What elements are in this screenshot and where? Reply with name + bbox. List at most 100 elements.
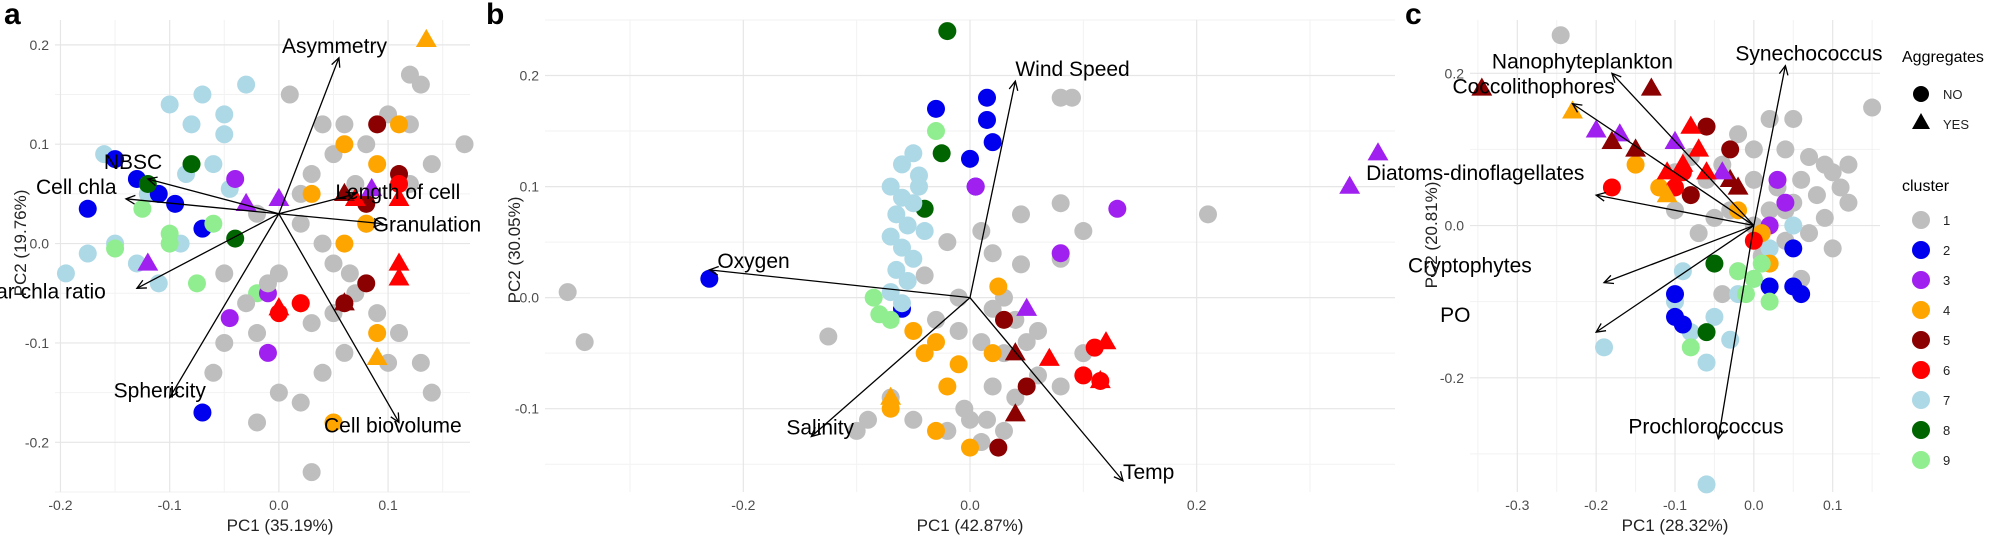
panel-a-point-cluster-4-yes <box>415 28 437 48</box>
panel-a-point-cluster-1-no <box>455 135 474 154</box>
panel-b-vector-label-temp: Temp <box>1123 461 1174 484</box>
panel-a-point-cluster-3-yes <box>137 252 159 271</box>
panel-c-point-cluster-5-yes <box>1640 77 1662 96</box>
panel-letter-b: b <box>486 0 504 31</box>
panel-b-point-cluster-7-no <box>893 294 911 313</box>
panel-c-point-cluster-7-no <box>1595 338 1614 357</box>
panel-c-vector-label-coccolithophores: Coccolithophores <box>1453 76 1615 99</box>
panel-b-x-tick-label: -0.2 <box>731 497 755 513</box>
legend-aggregates-no: NO <box>1943 87 1963 102</box>
panel-b-point-cluster-5-no <box>1017 377 1036 396</box>
panel-b-point-cluster-6-yes <box>1095 331 1117 350</box>
panel-a-point-cluster-7-no <box>193 85 212 104</box>
legend-cluster-list: 1 2 3 4 5 6 7 8 9 <box>1912 211 1950 469</box>
panel-a-y-tick-label: 0.2 <box>30 37 50 53</box>
panel-a-vector-label-cell-biovolume: Cell biovolume <box>324 414 462 437</box>
panel-c-point-cluster-1-no <box>1689 224 1708 243</box>
panel-a-point-cluster-1-no <box>248 413 267 432</box>
panel-c-point-cluster-9-no <box>1752 254 1771 273</box>
panel-a-point-cluster-1-no <box>422 383 441 402</box>
panel-b-point-cluster-4-no <box>915 344 934 363</box>
panel-b-point-cluster-1-no <box>955 399 974 418</box>
panel-b-point-cluster-1-no <box>558 283 577 302</box>
panel-b-point-cluster-1-no <box>972 333 991 352</box>
panel-a-vector-arrowhead-cell-chla <box>124 194 136 205</box>
panel-c-vector-label-nanophyteplankton: Nanophyteplankton <box>1492 50 1673 73</box>
panel-a-point-cluster-7-no <box>215 125 234 144</box>
panel-b-point-cluster-5-no <box>989 438 1008 457</box>
panel-c-loadings: Synechococcus Nanophyteplankton Coccolitho… <box>1366 43 1882 441</box>
panel-a-point-cluster-8-no <box>182 155 201 174</box>
panel-b-vector-label-salinity: Salinity <box>786 416 854 439</box>
panel-a-point-cluster-1-no <box>215 264 234 283</box>
panel-a-point-cluster-7-no <box>56 264 75 283</box>
panel-c-point-cluster-1-no <box>1800 148 1819 167</box>
panel-c-y-tick-label: 0.2 <box>1445 65 1465 81</box>
panel-b-vector-label-wind-speed: Wind Speed <box>1015 58 1129 81</box>
panel-b-point-cluster-8-no <box>932 144 951 163</box>
panel-c-point-cluster-3-yes <box>1664 130 1686 149</box>
panel-c-point-cluster-6-yes <box>1696 161 1717 180</box>
panel-c-vector-diatoms-dinoflagellates <box>1596 194 1754 227</box>
panel-c-point-cluster-5-yes <box>1727 176 1749 195</box>
panel-c-point-cluster-6-yes <box>1672 153 1694 172</box>
panel-b-point-cluster-7-no <box>887 205 906 224</box>
panel-b-point-cluster-6-yes <box>1089 369 1111 389</box>
panel-a-point-cluster-1-no <box>291 214 310 233</box>
panel-a-point-cluster-1-no <box>215 333 234 352</box>
panel-b-point-cluster-3-no <box>1108 199 1127 218</box>
panel-a-point-cluster-4-no <box>357 214 376 233</box>
panel-a-point-cluster-7-no <box>78 244 97 263</box>
panel-a-x-tick-label: -0.2 <box>48 497 72 513</box>
panel-c-point-cluster-1-no <box>1784 109 1803 128</box>
panel-a-vector-arrowhead-granulation <box>373 217 385 228</box>
panel-b-point-cluster-4-no <box>938 377 957 396</box>
panel-a-point-cluster-1-no <box>357 135 376 154</box>
panel-c-vector-label-prochlorococcus: Prochlorococcus <box>1628 416 1783 439</box>
panel-c-point-cluster-1-no <box>1776 140 1795 159</box>
legend-aggregates-yes: YES <box>1943 117 1969 132</box>
panel-b-point-cluster-1-no <box>983 299 1002 318</box>
panel-b-vector-arrowhead-temp <box>1113 471 1124 483</box>
panel-b-point-cluster-7-no <box>881 177 900 196</box>
panel-c-ticks: -0.3 -0.2 -0.1 0.0 0.1 -0.2 0.0 0.2 <box>1440 65 1843 513</box>
panel-b-point-cluster-4-no <box>927 421 945 440</box>
legend-cluster-title: cluster <box>1902 178 1950 195</box>
panel-a-vector-cell-biovolume <box>278 213 400 423</box>
panel-a-point-cluster-1-no <box>335 115 354 134</box>
panel-c-vector-arrowhead-po <box>1594 323 1607 333</box>
panel-a-vector-arrowhead-nbsc <box>146 176 158 186</box>
panel-b-point-cluster-3-yes <box>1367 142 1389 161</box>
panel-c-point-cluster-7-no <box>1705 307 1724 326</box>
panel-c-y-axis-title: PC2 (20.81%) <box>1422 182 1441 289</box>
panel-a-point-cluster-3-no <box>226 169 245 188</box>
panel-b-point-cluster-9-no <box>881 310 900 329</box>
panel-a-vector-label-asymmetry: Asymmetry <box>282 35 388 58</box>
panel-c-vector-cryptophytes <box>1603 224 1755 284</box>
panel-b-point-cluster-7-no <box>898 216 917 235</box>
panel-b-point-cluster-1-no <box>949 288 968 307</box>
panel-a-x-tick-label: 0.0 <box>269 497 289 513</box>
panel-b-point-cluster-1-no <box>1074 222 1093 241</box>
panel-b-point-cluster-4-no <box>949 355 968 374</box>
panel-a-point-cluster-1-no <box>313 234 332 253</box>
panel-b-point-cluster-6-no <box>1074 366 1093 385</box>
legend-cluster-6-label: 6 <box>1943 363 1950 378</box>
panel-b-point-cluster-1-no <box>1029 321 1047 340</box>
panel-b-ticks: -0.2 0.0 0.2 -0.1 0.0 0.1 0.2 <box>515 68 1207 513</box>
panel-a-vector-arrowhead-asymmetry <box>331 56 341 68</box>
panel-b-point-cluster-4-no <box>989 277 1008 296</box>
panel-a-point-cluster-1-no <box>302 165 321 184</box>
panel-b-point-cluster-5-no <box>995 310 1013 329</box>
legend-cluster-9-label: 9 <box>1943 453 1950 468</box>
panel-c-point-cluster-6-no <box>1744 231 1763 250</box>
legend-cluster-7-swatch <box>1912 391 1930 409</box>
panel-a-point-cluster-4-no <box>368 324 387 343</box>
panel-a-point-cluster-1-no <box>248 324 267 343</box>
panel-a-vector-asymmetry <box>278 57 340 215</box>
panel-c-vector-arrowhead-cryptophytes <box>1602 274 1615 285</box>
panel-c-point-cluster-3-yes <box>1585 119 1607 138</box>
panel-c-point-cluster-2-no <box>1792 285 1811 304</box>
panel-a-point-cluster-1-no <box>422 155 441 174</box>
panel-b-point-cluster-1-no <box>972 222 991 241</box>
